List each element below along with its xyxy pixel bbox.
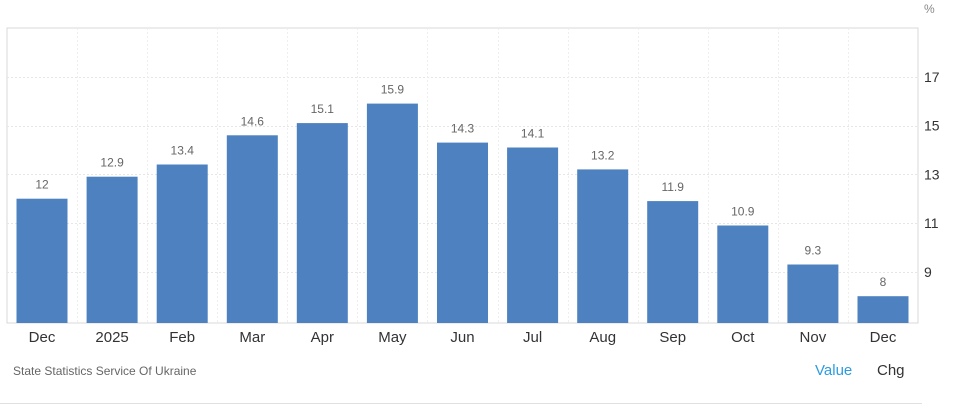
bar[interactable] <box>86 176 138 323</box>
chg-toggle[interactable]: Chg <box>877 362 905 379</box>
bar[interactable] <box>507 147 559 324</box>
data-label: 12 <box>35 178 49 192</box>
bar[interactable] <box>787 264 839 324</box>
y-tick-label: 17 <box>924 69 940 85</box>
bar-chart: 12 12.9 13.4 14.6 15.1 15.9 14.3 14.1 13.2 11.9 10… <box>6 2 940 346</box>
bar[interactable] <box>857 296 909 323</box>
data-label: 14.3 <box>451 122 475 136</box>
x-axis-ticks: Dec 2025 Feb Mar Apr May Jun Jul Aug Sep Oct Nov Dec <box>29 329 897 346</box>
bar[interactable] <box>647 201 699 323</box>
data-label: 14.6 <box>241 114 265 128</box>
bar[interactable] <box>717 225 769 324</box>
data-label: 13.4 <box>171 144 195 158</box>
x-tick-label: Mar <box>239 329 265 346</box>
bar[interactable] <box>226 135 278 323</box>
bar[interactable] <box>16 198 68 323</box>
bottom-divider <box>0 403 922 404</box>
bar[interactable] <box>366 103 418 323</box>
data-label: 13.2 <box>591 148 615 162</box>
bar[interactable] <box>437 142 488 323</box>
bars-layer <box>16 103 909 324</box>
data-label: 11.9 <box>661 180 684 194</box>
data-label: 15.1 <box>311 102 335 116</box>
x-tick-label: Jul <box>523 329 542 346</box>
x-tick-label: 2025 <box>95 329 128 346</box>
x-tick-label: Apr <box>311 329 334 346</box>
x-tick-label: Jun <box>450 329 474 346</box>
y-unit-label: % <box>924 2 935 16</box>
y-tick-label: 11 <box>924 215 939 231</box>
y-tick-label: 9 <box>924 264 932 280</box>
data-label: 8 <box>880 275 887 289</box>
x-tick-label: Feb <box>169 329 195 346</box>
data-label: 10.9 <box>731 205 755 219</box>
x-tick-label: Nov <box>800 329 827 346</box>
data-label: 14.1 <box>521 127 545 141</box>
bar[interactable] <box>296 123 348 323</box>
y-axis-ticks: 9 11 13 15 17 <box>924 69 940 280</box>
data-label: 15.9 <box>381 83 405 97</box>
data-label: 9.3 <box>805 244 822 258</box>
data-label: 12.9 <box>100 156 124 170</box>
x-tick-label: May <box>378 329 407 346</box>
x-tick-label: Dec <box>29 329 56 346</box>
x-tick-label: Oct <box>731 329 755 346</box>
bar[interactable] <box>156 164 208 324</box>
source-text: State Statistics Service Of Ukraine <box>13 364 197 378</box>
bar[interactable] <box>577 169 629 323</box>
x-tick-label: Sep <box>659 329 686 346</box>
x-tick-label: Aug <box>589 329 616 346</box>
y-tick-label: 13 <box>924 166 940 182</box>
x-tick-label: Dec <box>870 329 897 346</box>
value-toggle[interactable]: Value <box>815 362 853 379</box>
y-tick-label: 15 <box>924 118 940 134</box>
data-labels-layer: 12 12.9 13.4 14.6 15.1 15.9 14.3 14.1 13.2 11.9 10… <box>35 83 886 290</box>
